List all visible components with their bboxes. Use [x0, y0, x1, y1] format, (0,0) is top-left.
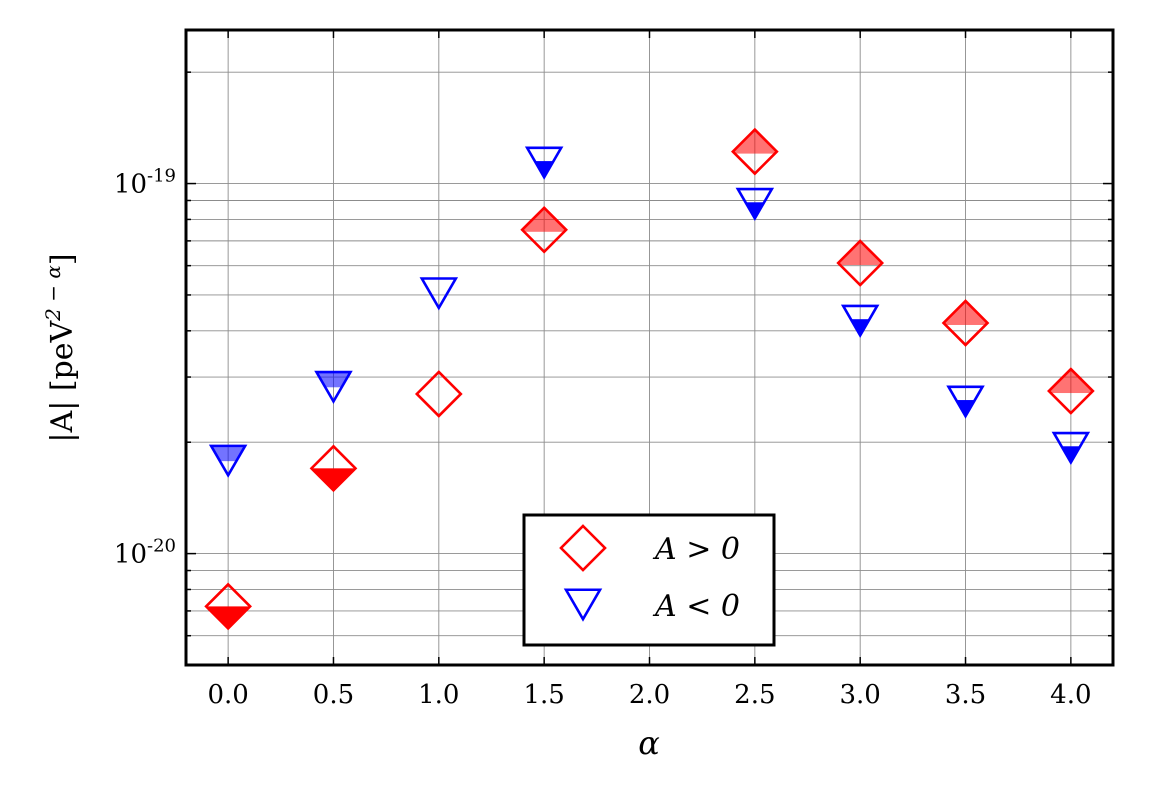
plot-frame	[184, 28, 1115, 667]
marker-positive-outline	[731, 127, 779, 176]
legend-marker-positive-outline	[559, 524, 607, 572]
marker-negative	[208, 444, 248, 478]
marker-negative-outline	[419, 277, 459, 311]
legend-markers	[559, 524, 607, 622]
x-tick-label: 0.5	[313, 680, 354, 710]
legend-label-negative: A < 0	[652, 589, 740, 624]
x-tick-label: 4.0	[1050, 680, 1091, 710]
legend-box	[522, 513, 776, 647]
marker-negative	[314, 370, 353, 405]
marker-negative-outline	[208, 444, 248, 478]
y-tick-label: 10-20	[114, 536, 176, 570]
x-tick-label: 3.0	[840, 680, 881, 710]
x-tick-label: 1.5	[523, 680, 564, 710]
x-tick-labels: 0.0 0.5 1.0 1.5 2.0 2.5 3.0 3.5 4.0	[207, 680, 1091, 710]
marker-negative-outline	[314, 370, 353, 405]
x-tick-label: 2.0	[629, 680, 670, 710]
y-axis-title: |A| [peV2 − α]	[41, 253, 80, 442]
marker-positive-outline	[309, 444, 358, 493]
x-tick-label: 0.0	[207, 680, 248, 710]
marker-negative-outline	[735, 187, 775, 222]
marker-positive-outline	[520, 205, 568, 254]
marker-negative-outline	[1051, 431, 1091, 466]
x-tick-label: 3.5	[945, 680, 986, 710]
legend-marker-negative-outline	[563, 588, 603, 622]
y-axis-title-end: ]	[45, 253, 80, 265]
marker-negative-outline	[524, 146, 564, 180]
marker-positive-outline	[836, 239, 885, 287]
marker-negative-outline	[946, 385, 985, 419]
marker-negative	[419, 277, 459, 311]
legend-marker-positive	[559, 524, 607, 572]
y-tick-labels: 10-20 10-19	[114, 166, 176, 570]
marker-positive	[414, 370, 463, 418]
marker-negative-outline	[840, 304, 880, 338]
legend-label-positive: A > 0	[652, 532, 740, 567]
legend: A > 0 A < 0	[522, 513, 776, 647]
marker-negative-fill	[316, 372, 351, 388]
y-axis-title-main: |A| [peV	[45, 320, 80, 443]
marker-negative-fill	[211, 445, 246, 462]
y-tick-label: 10-19	[114, 166, 176, 200]
x-tick-label: 2.5	[734, 680, 775, 710]
x-axis-title: α	[638, 724, 660, 762]
marker-positive-outline	[204, 582, 252, 631]
y-axis-title-sup: 2 − α	[41, 265, 65, 322]
x-tick-label: 1.0	[418, 680, 459, 710]
marker-positive-outline	[1047, 367, 1095, 415]
marker-positive-outline	[941, 299, 990, 347]
legend-marker-negative	[563, 588, 603, 622]
marker-positive-outline	[414, 370, 463, 418]
